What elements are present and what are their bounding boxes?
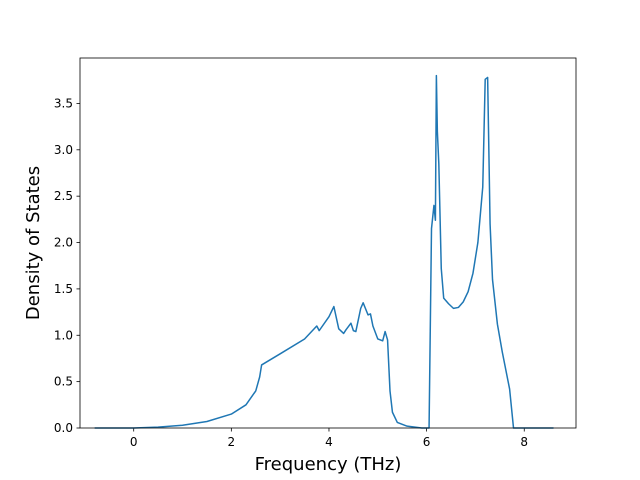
y-tick-label: 3.0 [54,143,73,157]
x-tick-label: 0 [130,435,138,449]
dos-series-line [94,74,554,429]
plot-frame [79,57,577,429]
x-tick-label: 4 [325,435,333,449]
x-axis-ticks: 0 2 4 6 8 [130,428,528,449]
x-tick-label: 6 [423,435,431,449]
x-tick-label: 2 [228,435,236,449]
y-tick-label: 1.0 [54,328,73,342]
y-axis-ticks: 0.0 0.5 1.0 1.5 2.0 2.5 3.0 3.5 [54,96,80,435]
y-tick-label: 2.0 [54,236,73,250]
x-axis-label: Frequency (THz) [255,454,402,475]
plot-area [80,58,576,428]
y-tick-label: 3.5 [54,96,73,110]
y-tick-label: 0.0 [54,421,73,435]
y-tick-label: 0.5 [54,375,73,389]
y-axis-label: Density of States [23,166,44,320]
x-tick-label: 8 [520,435,528,449]
y-tick-label: 1.5 [54,282,73,296]
y-tick-label: 2.5 [54,189,73,203]
